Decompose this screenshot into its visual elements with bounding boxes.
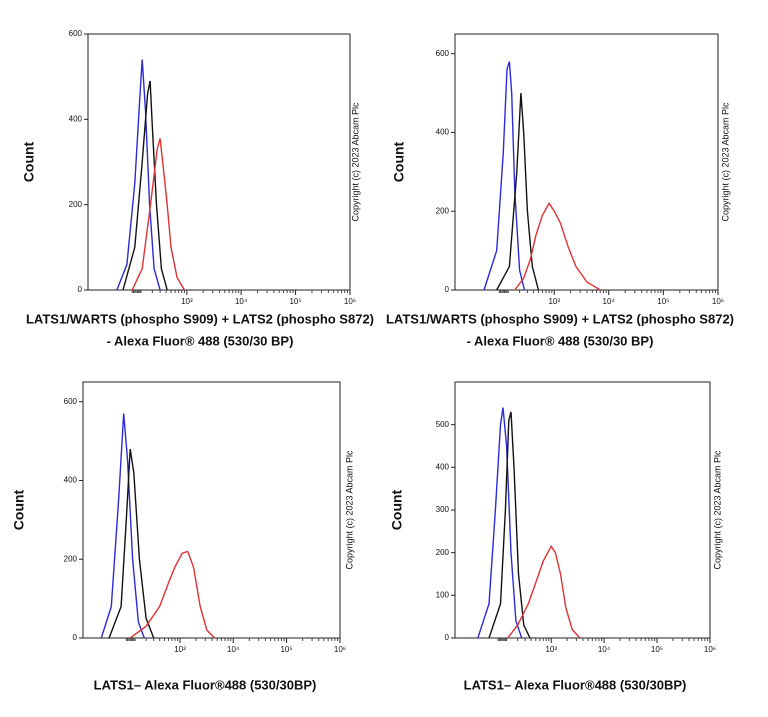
y-tick-label: 600 xyxy=(436,49,450,58)
y-tick-label: 200 xyxy=(69,200,83,209)
y-tick-label: 0 xyxy=(445,633,450,642)
y-tick-label: 400 xyxy=(436,128,450,137)
histogram-line xyxy=(108,448,155,639)
histogram-line xyxy=(488,411,531,639)
y-tick-label: 0 xyxy=(78,285,83,294)
histogram-line xyxy=(514,202,601,291)
y-tick-label: 600 xyxy=(69,29,83,38)
y-axis-label: Count xyxy=(21,141,37,182)
x-tick-label: 10⁶ xyxy=(334,645,346,654)
histogram-line xyxy=(116,59,161,291)
y-tick-label: 400 xyxy=(69,114,83,123)
copyright: Copyright (c) 2023 Abcam Plc xyxy=(344,450,354,570)
y-axis-label: Count xyxy=(11,489,27,530)
x-tick-label: 10⁶ xyxy=(712,297,724,306)
y-axis-label: Count xyxy=(389,489,405,530)
histogram-line xyxy=(483,61,526,291)
histogram-line xyxy=(122,80,168,291)
x-tick-label: 10⁶ xyxy=(704,645,716,654)
histogram-line xyxy=(477,407,523,639)
y-tick-label: 300 xyxy=(436,505,450,514)
x-tick-label: 10⁵ xyxy=(657,297,669,306)
x-tick-label: 10⁵ xyxy=(289,297,301,306)
x-tick-label: 10³ xyxy=(548,297,560,306)
x-axis-label: LATS1/WARTS (phospho S909) + LATS2 (phos… xyxy=(386,311,734,326)
histogram-line xyxy=(131,138,186,291)
y-tick-label: 0 xyxy=(445,285,450,294)
y-tick-label: 0 xyxy=(73,633,78,642)
x-tick-label: 10³ xyxy=(174,645,186,654)
y-axis-label: Count xyxy=(391,141,407,182)
x-axis-label: LATS1– Alexa Fluor®488 (530/30BP) xyxy=(94,677,317,692)
histogram-line xyxy=(100,413,145,639)
x-axis-label: - Alexa Fluor® 488 (530/30 BP) xyxy=(107,333,294,348)
y-tick-label: 500 xyxy=(436,420,450,429)
x-axis-label: - Alexa Fluor® 488 (530/30 BP) xyxy=(467,333,654,348)
y-tick-label: 200 xyxy=(64,554,78,563)
x-axis-label: LATS1/WARTS (phospho S909) + LATS2 (phos… xyxy=(26,311,374,326)
x-tick-label: 10⁶ xyxy=(344,297,356,306)
x-tick-label: 10⁵ xyxy=(651,645,663,654)
histogram-line xyxy=(496,93,540,291)
y-tick-label: 100 xyxy=(436,590,450,599)
x-tick-label: 10⁵ xyxy=(280,645,292,654)
copyright: Copyright (c) 2023 Abcam Plc xyxy=(350,102,360,222)
x-tick-label: 10⁴ xyxy=(235,297,248,306)
x-tick-label: 10⁴ xyxy=(598,645,611,654)
copyright: Copyright (c) 2023 Abcam Plc xyxy=(720,102,730,222)
y-tick-label: 200 xyxy=(436,206,450,215)
histogram-line xyxy=(507,544,581,639)
y-tick-label: 200 xyxy=(436,548,450,557)
x-tick-label: 10³ xyxy=(545,645,557,654)
histogram-line xyxy=(129,550,216,639)
y-tick-label: 400 xyxy=(436,462,450,471)
copyright: Copyright (c) 2023 Abcam Plc xyxy=(712,450,722,570)
plot-frame xyxy=(87,33,351,291)
plot-frame xyxy=(454,381,711,639)
y-tick-label: 600 xyxy=(64,397,78,406)
y-tick-label: 400 xyxy=(64,476,78,485)
x-axis-label: LATS1– Alexa Fluor®488 (530/30BP) xyxy=(464,677,687,692)
x-tick-label: 10³ xyxy=(181,297,193,306)
x-tick-label: 10⁴ xyxy=(227,645,240,654)
plot-frame xyxy=(454,33,719,291)
x-tick-label: 10⁴ xyxy=(603,297,616,306)
